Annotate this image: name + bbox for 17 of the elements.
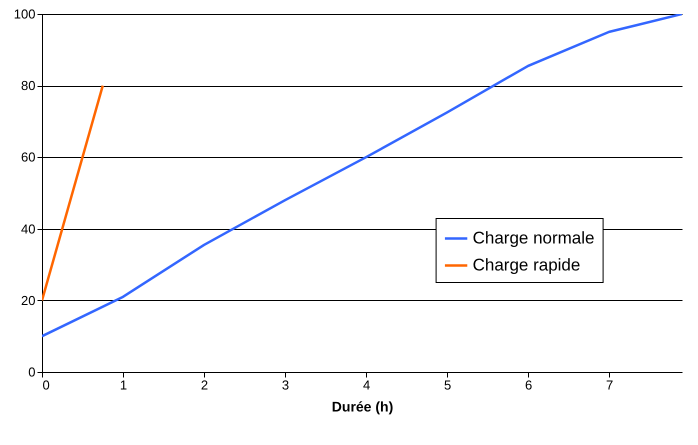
y-tick-label: 60 — [21, 150, 36, 165]
legend-label: Charge rapide — [472, 256, 580, 275]
y-tick-label: 20 — [21, 292, 36, 308]
legend-label: Charge normale — [472, 228, 595, 248]
x-tick-label: 1 — [120, 378, 128, 392]
y-tick-label: 100 — [14, 6, 36, 22]
x-tick-label: 5 — [444, 378, 452, 392]
x-tick-label: 3 — [282, 378, 290, 392]
x-tick-label: 6 — [524, 378, 532, 392]
y-tick-label: 80 — [21, 78, 36, 94]
x-tick-label: 7 — [606, 378, 614, 392]
y-tick-label: 0 — [28, 364, 36, 380]
x-tick-label: 2 — [200, 378, 208, 392]
x-axis-title: Durée (h) — [332, 398, 394, 414]
x-tick-label: 0 — [42, 378, 50, 392]
y-tick-label: 40 — [21, 221, 36, 236]
x-tick-label: 4 — [362, 378, 370, 392]
